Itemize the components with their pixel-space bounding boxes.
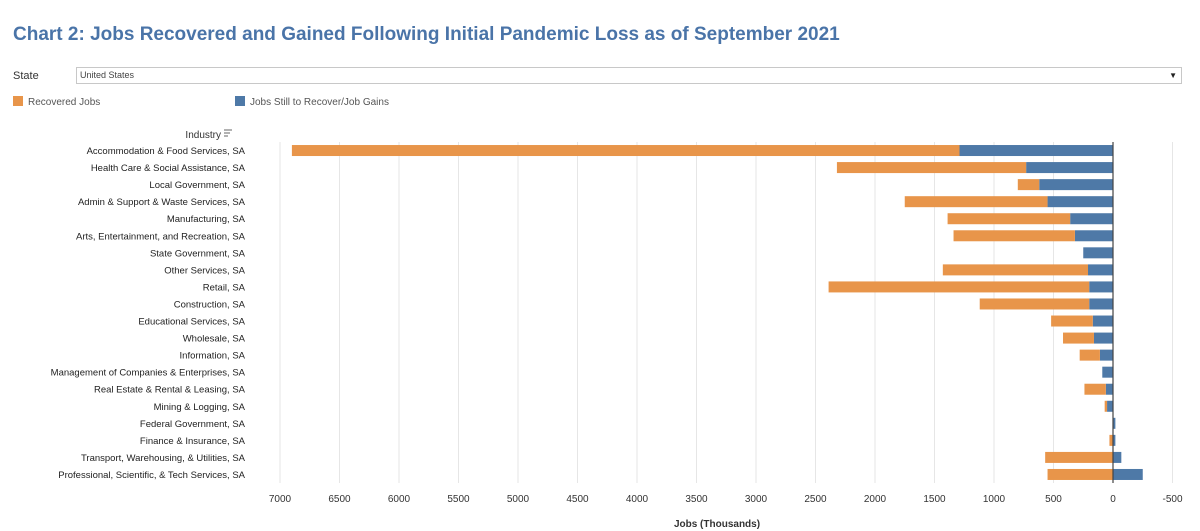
legend-label-still: Jobs Still to Recover/Job Gains — [250, 97, 389, 108]
bar-still-to-recover[interactable] — [1113, 417, 1116, 429]
bar-still-to-recover[interactable] — [1102, 366, 1113, 378]
bar-still-to-recover[interactable] — [1070, 213, 1113, 225]
bar-recovered[interactable] — [1047, 468, 1113, 480]
category-label: Real Estate & Rental & Leasing, SA — [94, 385, 246, 396]
bar-recovered[interactable] — [947, 213, 1071, 225]
category-label: Transport, Warehousing, & Utilities, SA — [81, 453, 246, 464]
bar-still-to-recover[interactable] — [1039, 179, 1113, 191]
x-axis-title: Jobs (Thousands) — [674, 519, 760, 530]
category-label: Federal Government, SA — [140, 419, 246, 430]
category-label: State Government, SA — [150, 248, 246, 259]
category-label: Finance & Insurance, SA — [140, 436, 246, 447]
x-tick-labels: 7000 6500 6000 5500 5000 4500 4000 3500 3000 2500… — [269, 494, 1183, 505]
bar-recovered[interactable] — [1063, 332, 1094, 344]
category-label: Local Government, SA — [149, 180, 245, 191]
bar-still-to-recover[interactable] — [1093, 332, 1113, 344]
bar-still-to-recover[interactable] — [1107, 400, 1113, 412]
bar-recovered[interactable] — [1104, 400, 1108, 412]
bar-still-to-recover[interactable] — [1026, 162, 1113, 174]
x-tick-label: 1500 — [923, 494, 946, 505]
category-label: Management of Companies & Enterprises, S… — [51, 368, 246, 379]
bar-recovered[interactable] — [1045, 451, 1113, 463]
bar-recovered[interactable] — [1109, 434, 1113, 446]
x-tick-label: 3500 — [685, 494, 708, 505]
x-tick-label: 6000 — [388, 494, 411, 505]
category-label: Educational Services, SA — [138, 317, 245, 328]
bar-recovered[interactable] — [1079, 349, 1100, 361]
legend-item-recovered[interactable]: Recovered Jobs — [13, 96, 100, 108]
bar-still-to-recover[interactable] — [1089, 281, 1113, 293]
bar-recovered[interactable] — [979, 298, 1090, 310]
page-title: Chart 2: Jobs Recovered and Gained Follo… — [13, 24, 840, 45]
x-tick-label: 0 — [1110, 494, 1116, 505]
sort-icon[interactable] — [224, 129, 232, 137]
x-tick-label: 6500 — [328, 494, 351, 505]
bar-still-to-recover[interactable] — [1099, 349, 1113, 361]
bar-recovered[interactable] — [836, 162, 1027, 174]
category-label: Manufacturing, SA — [167, 214, 246, 225]
category-label: Construction, SA — [174, 299, 246, 310]
legend-label-recovered: Recovered Jobs — [28, 97, 101, 108]
bar-recovered[interactable] — [291, 145, 960, 157]
x-tick-label: 2500 — [804, 494, 827, 505]
dropdown-arrow-icon: ▼ — [1169, 71, 1177, 80]
bar-still-to-recover[interactable] — [1113, 434, 1116, 446]
bar-still-to-recover[interactable] — [1074, 230, 1113, 242]
grid-lines — [279, 142, 1173, 483]
bar-recovered[interactable] — [828, 281, 1090, 293]
bar-still-to-recover[interactable] — [1105, 383, 1113, 395]
x-tick-label: 3000 — [745, 494, 768, 505]
category-label: Professional, Scientific, & Tech Service… — [58, 470, 245, 481]
state-dropdown-value: United States — [80, 70, 135, 80]
bar-still-to-recover[interactable] — [1113, 451, 1122, 463]
bar-recovered[interactable] — [953, 230, 1075, 242]
category-label: Accommodation & Food Services, SA — [87, 146, 246, 157]
category-label: Information, SA — [180, 351, 246, 362]
legend-swatch-recovered — [13, 96, 23, 106]
bars — [291, 145, 1143, 480]
category-label: Health Care & Social Assistance, SA — [91, 163, 246, 174]
state-dropdown[interactable]: United States ▼ — [76, 67, 1182, 84]
category-label: Retail, SA — [203, 282, 246, 293]
bar-recovered[interactable] — [1051, 315, 1093, 327]
category-label: Mining & Logging, SA — [154, 402, 246, 413]
bar-still-to-recover[interactable] — [1083, 247, 1113, 259]
category-label: Arts, Entertainment, and Recreation, SA — [76, 231, 246, 242]
bar-still-to-recover[interactable] — [1092, 315, 1113, 327]
x-tick-label: -500 — [1162, 494, 1182, 505]
x-tick-label: 2000 — [864, 494, 887, 505]
category-label: Admin & Support & Waste Services, SA — [78, 197, 246, 208]
x-tick-label: 7000 — [269, 494, 292, 505]
bar-recovered[interactable] — [1017, 179, 1040, 191]
category-label: Wholesale, SA — [183, 334, 246, 345]
x-tick-label: 5000 — [507, 494, 530, 505]
category-labels: Accommodation & Food Services, SA Health … — [51, 146, 246, 481]
legend-item-still[interactable]: Jobs Still to Recover/Job Gains — [235, 96, 389, 108]
bar-still-to-recover[interactable] — [959, 145, 1113, 157]
x-tick-label: 4000 — [626, 494, 649, 505]
x-tick-label: 500 — [1045, 494, 1062, 505]
state-filter-label: State — [13, 70, 39, 82]
bar-still-to-recover[interactable] — [1088, 264, 1113, 276]
x-tick-label: 1000 — [983, 494, 1006, 505]
bar-still-to-recover[interactable] — [1047, 196, 1113, 208]
bar-recovered[interactable] — [942, 264, 1089, 276]
y-axis-title: Industry — [185, 130, 221, 141]
category-label: Other Services, SA — [164, 265, 245, 276]
bar-recovered[interactable] — [904, 196, 1048, 208]
bar-still-to-recover[interactable] — [1113, 468, 1143, 480]
x-tick-label: 4500 — [566, 494, 589, 505]
bar-recovered[interactable] — [1084, 383, 1106, 395]
legend-swatch-still — [235, 96, 245, 106]
bar-still-to-recover[interactable] — [1089, 298, 1113, 310]
x-tick-label: 5500 — [447, 494, 470, 505]
